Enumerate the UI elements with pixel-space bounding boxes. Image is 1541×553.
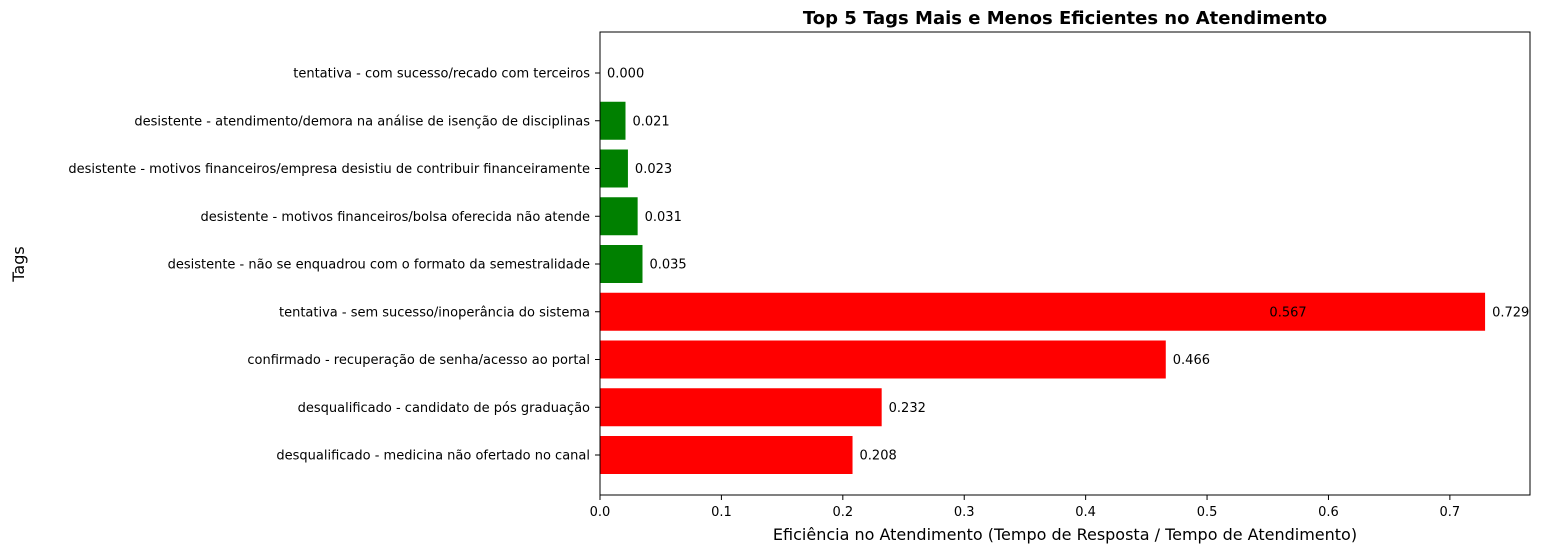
y-tick-label: desqualificado - medicina não ofertado n… bbox=[276, 449, 590, 464]
data-label: 0.466 bbox=[1173, 353, 1210, 368]
data-label: 0.232 bbox=[889, 401, 926, 416]
data-labels: 0.000 0.021 0.023 0.031 0.035 0.729 0.466 0.232… bbox=[607, 67, 1529, 464]
y-tick-label: desqualificado - candidato de pós gradua… bbox=[298, 401, 590, 416]
data-label: 0.729 bbox=[1492, 305, 1529, 320]
data-label: 0.023 bbox=[635, 162, 672, 177]
y-tick-label: desistente - atendimento/demora na análi… bbox=[134, 114, 590, 129]
x-axis: 0.0 0.1 0.2 0.3 0.4 0.5 0.6 0.7 bbox=[590, 495, 1461, 520]
x-tick-label: 0.7 bbox=[1440, 505, 1461, 520]
chart-title: Top 5 Tags Mais e Menos Eficientes no At… bbox=[803, 8, 1327, 29]
y-tick-label: confirmado - recuperação de senha/acesso… bbox=[247, 353, 590, 368]
y-tick-label: desistente - motivos financeiros/empresa… bbox=[68, 162, 590, 177]
x-tick-label: 0.6 bbox=[1318, 505, 1339, 520]
annotation-label: 0.567 bbox=[1269, 305, 1306, 320]
bar bbox=[600, 197, 638, 236]
bar bbox=[600, 245, 643, 283]
y-tick-label: tentativa - com sucesso/recado com terce… bbox=[293, 67, 590, 82]
x-tick-label: 0.4 bbox=[1075, 505, 1096, 520]
bar bbox=[600, 292, 1486, 331]
data-label: 0.021 bbox=[632, 114, 669, 129]
x-axis-label: Eficiência no Atendimento (Tempo de Resp… bbox=[773, 525, 1357, 544]
data-label: 0.208 bbox=[860, 449, 897, 464]
bar bbox=[600, 388, 882, 427]
bar bbox=[600, 101, 626, 140]
data-label: 0.031 bbox=[645, 210, 682, 225]
y-tick-labels: tentativa - com sucesso/recado com terce… bbox=[68, 67, 600, 464]
x-tick-label: 0.1 bbox=[711, 505, 732, 520]
x-tick-label: 0.0 bbox=[590, 505, 611, 520]
bar bbox=[600, 436, 853, 474]
x-tick-label: 0.3 bbox=[954, 505, 975, 520]
plot-frame bbox=[599, 31, 1531, 496]
data-label: 0.035 bbox=[649, 258, 686, 273]
y-axis-label: Tags bbox=[9, 246, 28, 282]
bar bbox=[600, 149, 628, 188]
y-tick-label: desistente - motivos financeiros/bolsa o… bbox=[201, 210, 590, 225]
x-tick-label: 0.5 bbox=[1197, 505, 1218, 520]
data-label: 0.000 bbox=[607, 67, 644, 82]
y-tick-label: desistente - não se enquadrou com o form… bbox=[168, 258, 590, 273]
x-tick-label: 0.2 bbox=[832, 505, 853, 520]
y-tick-label: tentativa - sem sucesso/inoperância do s… bbox=[279, 305, 590, 320]
bars-group bbox=[600, 101, 1486, 474]
bar bbox=[600, 340, 1166, 379]
